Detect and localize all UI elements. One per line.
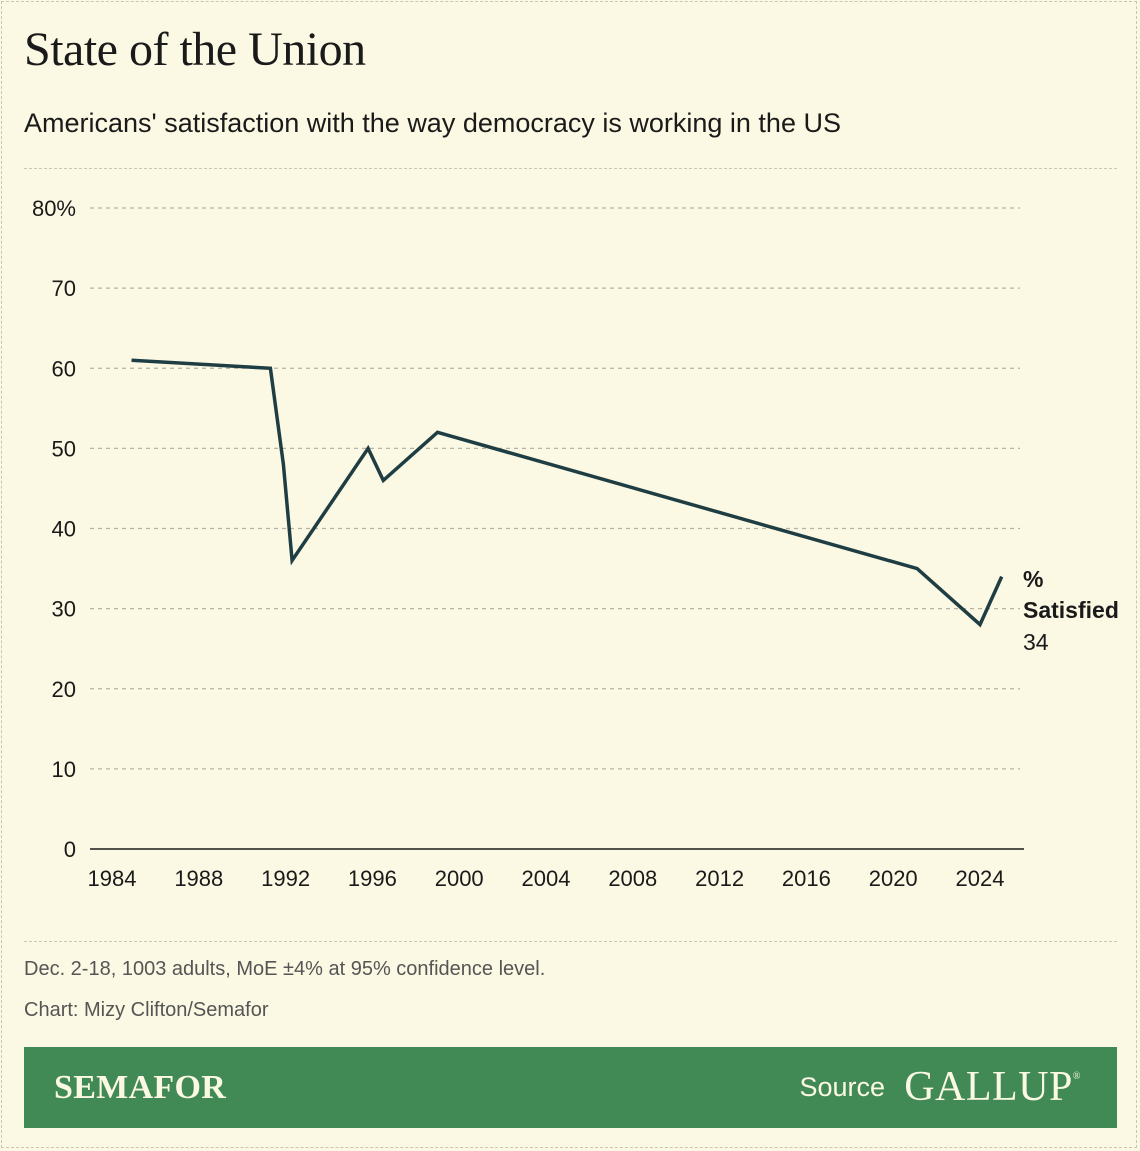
source-logo[interactable]: GALLUP®: [904, 1064, 1081, 1110]
x-tick-label: 1996: [348, 866, 397, 891]
y-tick-label: 60: [52, 356, 76, 381]
top-divider: [24, 168, 1117, 169]
end-label-series-name: Satisfied: [1023, 597, 1119, 623]
series-line-satisfied: [131, 358, 1004, 628]
brand-logo[interactable]: SEMAFOR: [54, 1069, 227, 1106]
x-axis-ticks: 1984 1988 1992 1996 2000 2004 2008 2012 2016 2020…: [88, 866, 1005, 891]
x-tick-label: 2020: [869, 866, 918, 891]
x-tick-label: 2016: [782, 866, 831, 891]
y-tick-label: 50: [52, 436, 76, 461]
x-tick-label: 1988: [174, 866, 223, 891]
source-label: Source: [799, 1072, 885, 1102]
y-tick-label: 20: [52, 677, 76, 702]
x-tick-label: 2004: [522, 866, 571, 891]
y-tick-label: 10: [52, 757, 76, 782]
x-tick-label: 2024: [956, 866, 1005, 891]
chart-credit: Chart: Mizy Clifton/Semafor: [24, 999, 269, 1021]
y-tick-label: 80%: [32, 196, 76, 221]
x-tick-label: 1984: [88, 866, 137, 891]
x-tick-label: 2012: [695, 866, 744, 891]
y-axis-ticks: 80% 70 60 50 40 30 20 10 0: [32, 196, 76, 862]
y-tick-label: 40: [52, 517, 76, 542]
y-tick-label: 0: [64, 837, 76, 862]
line-chart: 80% 70 60 50 40 30 20 10 0 1984 1988 1992 1996 2000 2…: [32, 196, 1119, 891]
series-lines: [131, 358, 1004, 628]
y-tick-label: 30: [52, 597, 76, 622]
footer-bar: SEMAFOR Source GALLUP®: [24, 1047, 1117, 1128]
chart-grid: [90, 207, 1020, 770]
x-tick-label: 2008: [608, 866, 657, 891]
end-label-value: 34: [1023, 629, 1049, 655]
chart-subtitle: Americans' satisfaction with the way dem…: [24, 108, 841, 138]
x-tick-label: 1992: [261, 866, 310, 891]
chart-title: State of the Union: [24, 23, 366, 76]
end-label: % Satisfied 34: [1023, 566, 1119, 655]
end-label-symbol: %: [1023, 566, 1043, 592]
y-tick-label: 70: [52, 276, 76, 301]
bottom-divider: [24, 941, 1117, 942]
x-tick-label: 2000: [435, 866, 484, 891]
methodology-note: Dec. 2-18, 1003 adults, MoE ±4% at 95% c…: [24, 958, 546, 980]
